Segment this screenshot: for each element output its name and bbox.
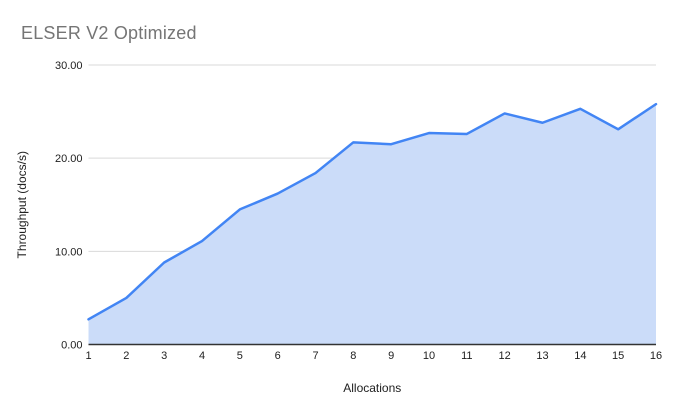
y-tick-label: 20.00	[55, 153, 83, 165]
x-tick-label: 5	[237, 350, 243, 362]
x-tick-label: 6	[275, 350, 281, 362]
x-axis-title: Allocations	[343, 381, 401, 395]
y-tick-label: 10.00	[55, 246, 83, 258]
x-tick-label: 2	[123, 350, 129, 362]
y-tick-label: 0.00	[61, 340, 82, 352]
x-tick-label: 12	[499, 350, 511, 362]
x-tick-label: 1	[85, 350, 91, 362]
x-tick-label: 3	[161, 350, 167, 362]
area-fill	[88, 104, 656, 345]
x-tick-label: 11	[461, 350, 472, 362]
x-tick-label: 9	[388, 350, 394, 362]
x-tick-label: 7	[312, 350, 318, 362]
x-tick-label: 14	[574, 350, 586, 362]
x-tick-label: 8	[350, 350, 356, 362]
x-tick-label: 13	[536, 350, 548, 362]
x-tick-label: 15	[612, 350, 624, 362]
y-axis-title: Throughput (docs/s)	[15, 151, 29, 258]
x-tick-label: 10	[423, 350, 435, 362]
x-tick-label: 16	[650, 350, 662, 362]
series-line	[87, 102, 658, 321]
chart-title: ELSER V2 Optimized	[21, 23, 197, 43]
y-tick-label: 30.00	[55, 60, 83, 72]
x-tick-label: 4	[199, 350, 205, 362]
